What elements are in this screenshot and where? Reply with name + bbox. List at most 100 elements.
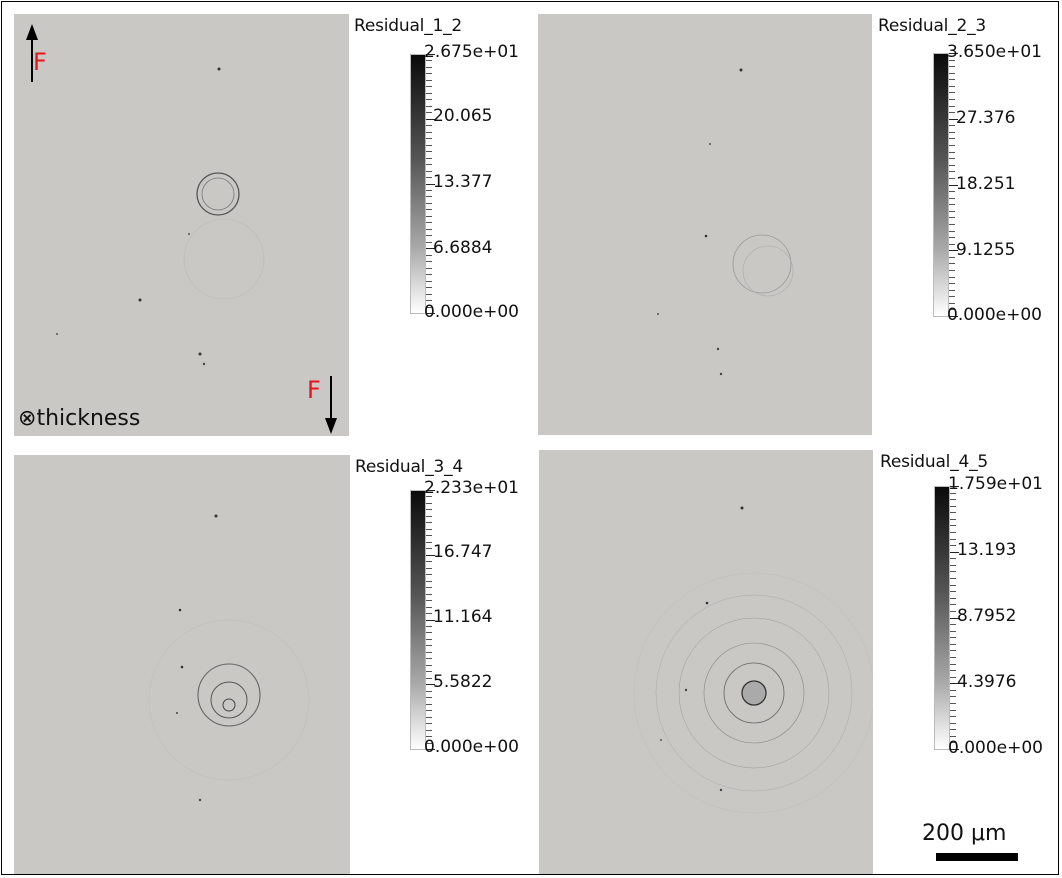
colorbar-tick-mark <box>426 580 432 582</box>
colorbar-4-tick-1: 4.3976 <box>957 672 1017 692</box>
colorbar-tick-mark <box>426 235 432 237</box>
colorbar-tick-mark <box>949 72 955 74</box>
colorbar-tick-mark <box>426 138 432 140</box>
colorbar-tick-mark <box>949 53 958 54</box>
colorbar-ticks-2 <box>949 53 958 317</box>
force-arrow-up <box>26 24 38 82</box>
colorbar-title-3: Residual_3_4 <box>355 457 464 477</box>
colorbar-tick-mark <box>949 316 958 317</box>
colorbar-tick-mark <box>426 267 432 269</box>
colorbar-1-tick-2: 13.377 <box>433 172 493 192</box>
colorbar-tick-mark <box>426 502 432 504</box>
colorbar-tick-mark <box>426 600 432 602</box>
colorbar-ticks-4 <box>950 486 959 750</box>
colorbar-tick-mark <box>949 118 958 120</box>
colorbar-tick-mark <box>426 703 432 705</box>
colorbar-tick-mark <box>426 79 432 81</box>
colorbar-tick-mark <box>426 261 432 263</box>
colorbar-tick-mark <box>426 677 432 679</box>
colorbar-tick-mark <box>426 131 432 133</box>
colorbar-tick-mark <box>949 210 955 212</box>
colorbar-tick-mark <box>949 302 955 304</box>
residual-map-3-4-features <box>148 514 310 802</box>
colorbar-tick-mark <box>426 548 432 550</box>
colorbar-title-1: Residual_1_2 <box>354 16 463 36</box>
colorbar-tick-mark <box>426 66 432 68</box>
colorbar-tick-mark <box>426 222 432 224</box>
colorbar-tick-mark <box>950 716 956 718</box>
colorbar-tick-mark <box>950 643 956 645</box>
colorbar-tick-mark <box>426 645 432 647</box>
thickness-annotation: ⊗thickness <box>18 406 140 431</box>
colorbar-tick-mark <box>949 112 955 114</box>
colorbar-4-tick-3: 13.193 <box>957 540 1017 560</box>
colorbar-tick-mark <box>950 656 956 658</box>
colorbar-tick-mark <box>426 690 432 692</box>
colorbar-tick-mark <box>950 558 956 560</box>
colorbar-tick-mark <box>426 561 432 563</box>
colorbar-tick-mark <box>426 151 432 153</box>
colorbar-tick-mark <box>426 254 432 256</box>
colorbar-2-tick-max: 3.650e+01 <box>947 42 1043 62</box>
colorbar-tick-mark <box>949 145 955 147</box>
colorbar-tick-mark <box>949 138 955 140</box>
thickness-label: thickness <box>36 406 141 431</box>
colorbar-tick-mark <box>426 170 432 172</box>
colorbar-1-tick-1: 6.6884 <box>433 238 493 258</box>
colorbar-tick-mark <box>426 710 432 712</box>
colorbar-tick-mark <box>950 604 956 606</box>
residual-map-4-5 <box>539 450 873 874</box>
colorbar-tick-mark <box>949 243 955 245</box>
colorbar-tick-mark <box>426 92 432 94</box>
colorbar-ticks-1 <box>426 54 435 314</box>
colorbar-2-tick-1: 9.1255 <box>956 240 1016 260</box>
colorbar-tick-mark <box>426 248 435 250</box>
colorbar-tick-mark <box>950 591 956 593</box>
colorbar-3-tick-1: 5.5822 <box>433 672 493 692</box>
colorbar-tick-mark <box>950 663 956 665</box>
colorbar-2-tick-2: 18.251 <box>956 174 1016 194</box>
colorbar-tick-mark <box>426 183 435 185</box>
colorbar-tick-mark <box>950 702 956 704</box>
colorbar-tick-mark <box>426 632 432 634</box>
colorbar-tick-mark <box>426 658 432 660</box>
colorbar-tick-mark <box>950 499 956 501</box>
colorbar-tick-mark <box>426 723 432 725</box>
colorbar-tick-mark <box>949 230 955 232</box>
colorbar-tick-mark <box>426 613 432 615</box>
colorbar-tick-mark <box>426 625 432 627</box>
colorbar-tick-mark <box>426 490 435 491</box>
residual-map-4-5-features <box>633 506 873 814</box>
colorbar-tick-mark <box>950 610 956 612</box>
colorbar-tick-mark <box>426 313 435 314</box>
colorbar-tick-mark <box>950 578 956 580</box>
colorbar-tick-mark <box>949 296 955 298</box>
residual-map-1-2-features <box>56 67 265 366</box>
colorbar-tick-mark <box>950 617 959 619</box>
colorbar-tick-mark <box>950 486 959 487</box>
colorbar-tick-mark <box>426 202 432 204</box>
colorbar-tick-mark <box>426 280 432 282</box>
colorbar-tick-mark <box>949 223 955 225</box>
colorbar-tick-mark <box>950 492 956 494</box>
colorbar-tick-mark <box>426 684 435 686</box>
colorbar-tick-mark <box>950 545 956 547</box>
colorbar-2 <box>933 53 949 317</box>
colorbar-tick-mark <box>950 505 956 507</box>
colorbar-tick-mark <box>426 587 432 589</box>
colorbar-tick-mark <box>950 532 956 534</box>
colorbar-4-tick-2: 8.7952 <box>957 606 1017 626</box>
colorbar-tick-mark <box>426 293 432 295</box>
colorbar-tick-mark <box>949 250 958 252</box>
colorbar-tick-mark <box>950 564 956 566</box>
colorbar-title-4: Residual_4_5 <box>880 452 989 472</box>
colorbar-tick-mark <box>426 697 432 699</box>
colorbar-tick-mark <box>949 256 955 258</box>
colorbar-tick-mark <box>426 749 435 750</box>
colorbar-tick-mark <box>426 567 432 569</box>
colorbar-tick-mark <box>426 86 432 88</box>
colorbar-tick-mark <box>426 118 435 120</box>
colorbar-tick-mark <box>426 742 432 744</box>
force-arrow-down <box>325 376 337 434</box>
